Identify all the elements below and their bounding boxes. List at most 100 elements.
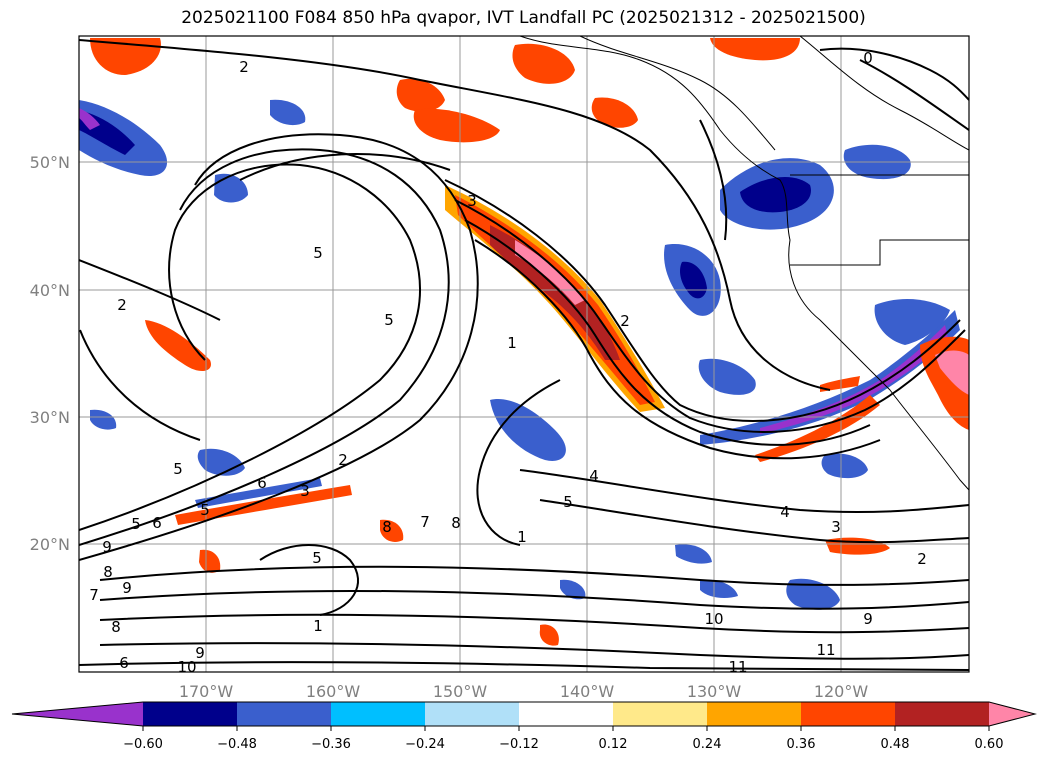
contour-label: 3 xyxy=(831,518,841,536)
colorbar-cell xyxy=(143,702,238,726)
colorbar-extend-left xyxy=(12,702,143,726)
ar-plume-peak xyxy=(515,240,585,305)
pos-north1 xyxy=(90,38,161,75)
lon-tick-label: 130°W xyxy=(687,682,742,701)
contour-label: 4 xyxy=(589,467,599,485)
contour-label: 2 xyxy=(239,58,249,76)
contour-label: 1 xyxy=(507,334,517,352)
neg-small7 xyxy=(560,579,586,600)
contour-label: 6 xyxy=(152,514,162,532)
contour-label: 3 xyxy=(467,192,477,210)
pos-mexico-core xyxy=(935,350,969,395)
contour-label: 8 xyxy=(451,514,461,532)
lat-tick-label: 20°N xyxy=(30,535,70,554)
neg-south2 xyxy=(821,453,868,479)
pos-small6 xyxy=(539,624,559,646)
contour-label: 5 xyxy=(313,244,323,262)
colorbar-tick-label: 0.60 xyxy=(975,737,1004,752)
pos-band-south2 xyxy=(820,376,860,392)
contour-label: 10 xyxy=(177,658,196,676)
contour-label: 5 xyxy=(173,460,183,478)
pos-north4 xyxy=(512,43,575,84)
colorbar: −0.60 −0.48 −0.36 −0.24 −0.12 0.12 0.24 0.36 0.4… xyxy=(11,701,1037,752)
contour-label: 9 xyxy=(102,538,112,556)
colorbar-tick-label: −0.12 xyxy=(499,737,539,752)
neg-small3 xyxy=(90,409,117,430)
map-gridlines xyxy=(79,36,969,672)
neg-south1 xyxy=(786,578,840,610)
neg-mid3 xyxy=(490,399,566,461)
contour-label: 2 xyxy=(117,296,127,314)
lon-tick-label: 120°W xyxy=(814,682,869,701)
contour-label: 0 xyxy=(863,49,873,67)
lat-tick-label: 30°N xyxy=(30,408,70,427)
pos-north5 xyxy=(710,38,800,61)
colorbar-cell xyxy=(237,702,332,726)
contour-label: 2 xyxy=(620,312,630,330)
pos-west xyxy=(145,320,211,372)
pos-small5 xyxy=(380,519,404,542)
neg-mid-core xyxy=(680,261,707,299)
pos-north2 xyxy=(396,78,445,112)
colorbar-cell xyxy=(613,702,708,726)
contour-label: 5 xyxy=(312,549,322,567)
contour-label: 2 xyxy=(917,550,927,568)
neg-band-ca-core xyxy=(760,325,948,434)
pos-north3 xyxy=(413,108,500,143)
pos-small4 xyxy=(199,549,221,573)
contour-label: 8 xyxy=(111,618,121,636)
pos-south-band xyxy=(175,485,352,525)
colorbar-tick-label: 0.48 xyxy=(881,737,910,752)
lat-tick-label: 50°N xyxy=(30,153,70,172)
lon-tick-label: 170°W xyxy=(179,682,234,701)
colorbar-cell xyxy=(331,702,426,726)
contour-label: 8 xyxy=(382,518,392,536)
pos-north6 xyxy=(591,97,638,128)
lon-tick-label: 150°W xyxy=(433,682,488,701)
neg-south4 xyxy=(675,544,712,564)
longitude-labels: 170°W 160°W 150°W 140°W 130°W 120°W xyxy=(179,682,869,701)
neg-baja xyxy=(874,298,950,345)
neg-small1 xyxy=(214,173,248,203)
contour-label: 5 xyxy=(384,311,394,329)
neg-south5 xyxy=(700,579,738,598)
neg-nw-edge xyxy=(79,108,100,130)
neg-small2 xyxy=(270,99,306,126)
ivt-contours xyxy=(79,39,969,671)
colorbar-cell xyxy=(519,702,614,726)
colorbar-cell xyxy=(707,702,802,726)
contour-label: 9 xyxy=(195,644,205,662)
coastline xyxy=(519,36,969,491)
contour-label: 8 xyxy=(103,563,113,581)
colorbar-tick-label: 0.36 xyxy=(787,737,816,752)
contour-label: 6 xyxy=(119,654,129,672)
colorbar-tick-label: 0.12 xyxy=(599,737,628,752)
contour-label: 7 xyxy=(420,513,430,531)
colorbar-tick-label: −0.36 xyxy=(311,737,351,752)
map-title: 2025021100 F084 850 hPa qvapor, IVT Land… xyxy=(181,8,866,28)
contour-label: 5 xyxy=(563,493,573,511)
contour-label: 10 xyxy=(704,610,723,628)
latitude-labels: 50°N 40°N 30°N 20°N xyxy=(30,153,70,554)
colorbar-extend-right xyxy=(989,702,1035,726)
contour-label: 4 xyxy=(780,503,790,521)
contour-label: 3 xyxy=(300,482,310,500)
contour-label: 5 xyxy=(200,501,210,519)
map-background xyxy=(79,36,969,672)
colorbar-tick-label: 0.24 xyxy=(693,737,722,752)
lon-tick-label: 140°W xyxy=(560,682,615,701)
neg-band-ca xyxy=(700,310,960,445)
lon-tick-label: 160°W xyxy=(306,682,361,701)
neg-pnw-core xyxy=(740,176,811,213)
colorbar-tick-label: −0.24 xyxy=(405,737,445,752)
colorbar-cell xyxy=(801,702,896,726)
contour-label: 6 xyxy=(257,474,267,492)
colorbar-cell xyxy=(895,702,990,726)
colorbar-tick-label: −0.48 xyxy=(217,737,257,752)
neg-mid2 xyxy=(698,358,756,395)
contour-label: 9 xyxy=(863,610,873,628)
contour-label: 1 xyxy=(313,617,323,635)
neg-south-band xyxy=(195,478,322,508)
